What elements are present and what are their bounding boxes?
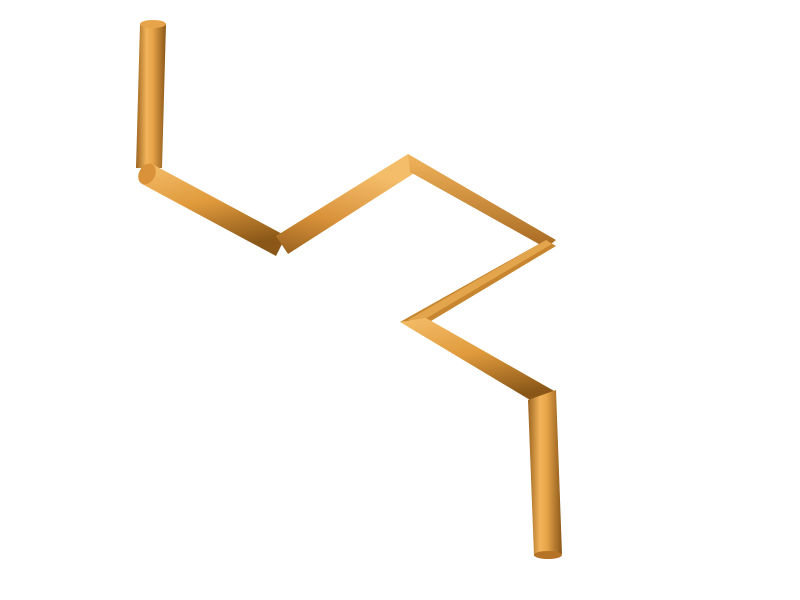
tube-segment-2: [138, 163, 286, 256]
tube-segment-7: [528, 390, 562, 559]
tube-segment-3: [276, 154, 416, 254]
tube-segment-5: [400, 240, 556, 324]
tube-segment-6: [400, 318, 556, 406]
tube-segment-1: [136, 20, 166, 168]
tube-segment-4: [408, 154, 556, 248]
